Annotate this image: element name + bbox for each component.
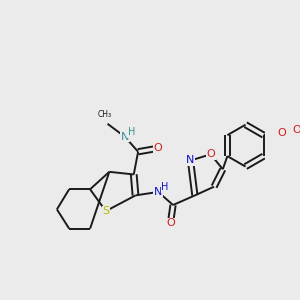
- Text: N: N: [121, 132, 129, 142]
- Text: S: S: [102, 206, 110, 216]
- Text: O: O: [206, 149, 215, 159]
- Text: N: N: [154, 187, 162, 197]
- Text: N: N: [186, 155, 195, 166]
- Text: O: O: [292, 125, 300, 135]
- Text: O: O: [278, 128, 286, 137]
- Text: H: H: [128, 127, 135, 137]
- Text: CH₃: CH₃: [98, 110, 112, 118]
- Text: O: O: [166, 218, 175, 228]
- Text: H: H: [161, 182, 168, 192]
- Text: O: O: [154, 143, 163, 153]
